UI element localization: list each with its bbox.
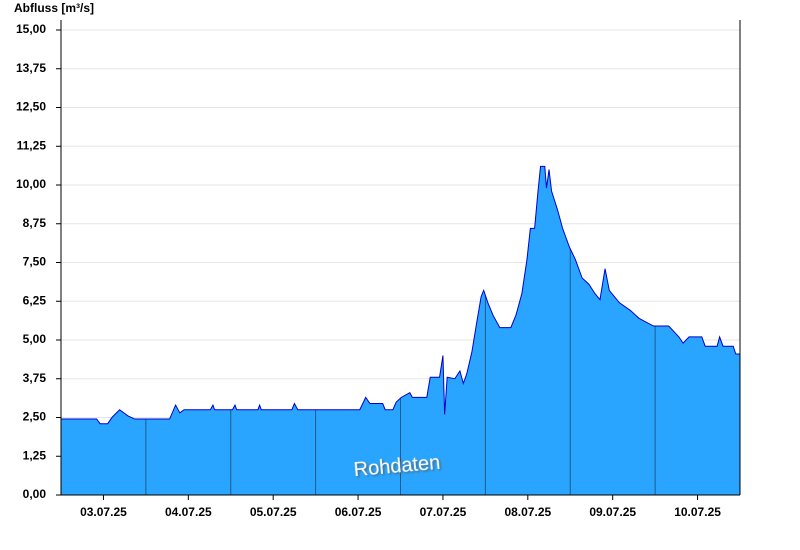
y-tick-label: 7,50 bbox=[23, 255, 47, 269]
y-tick-label: 2,50 bbox=[23, 410, 47, 424]
y-tick-label: 5,00 bbox=[23, 332, 47, 346]
y-tick-label: 1,25 bbox=[23, 448, 47, 462]
x-tick-label: 03.07.25 bbox=[80, 505, 127, 519]
x-tick-label: 05.07.25 bbox=[250, 505, 297, 519]
y-tick-label: 6,25 bbox=[23, 293, 47, 307]
y-tick-label: 11,25 bbox=[17, 138, 47, 152]
x-tick-label: 04.07.25 bbox=[165, 505, 212, 519]
x-tick-label: 07.07.25 bbox=[420, 505, 467, 519]
x-tick-label: 08.07.25 bbox=[504, 505, 551, 519]
x-tick-label: 10.07.25 bbox=[674, 505, 721, 519]
y-tick-label: 12,50 bbox=[16, 100, 46, 114]
y-tick-label: 8,75 bbox=[23, 216, 47, 230]
y-tick-label: 3,75 bbox=[23, 371, 47, 385]
y-axis-label: Abfluss [m³/s] bbox=[14, 1, 94, 15]
y-tick-label: 15,00 bbox=[16, 22, 46, 36]
y-tick-label: 0,00 bbox=[23, 487, 47, 501]
y-tick-label: 10,00 bbox=[16, 177, 46, 191]
x-tick-label: 09.07.25 bbox=[589, 505, 636, 519]
y-tick-label: 13,75 bbox=[16, 61, 46, 75]
area-line bbox=[61, 165, 740, 425]
x-tick-label: 06.07.25 bbox=[335, 505, 382, 519]
